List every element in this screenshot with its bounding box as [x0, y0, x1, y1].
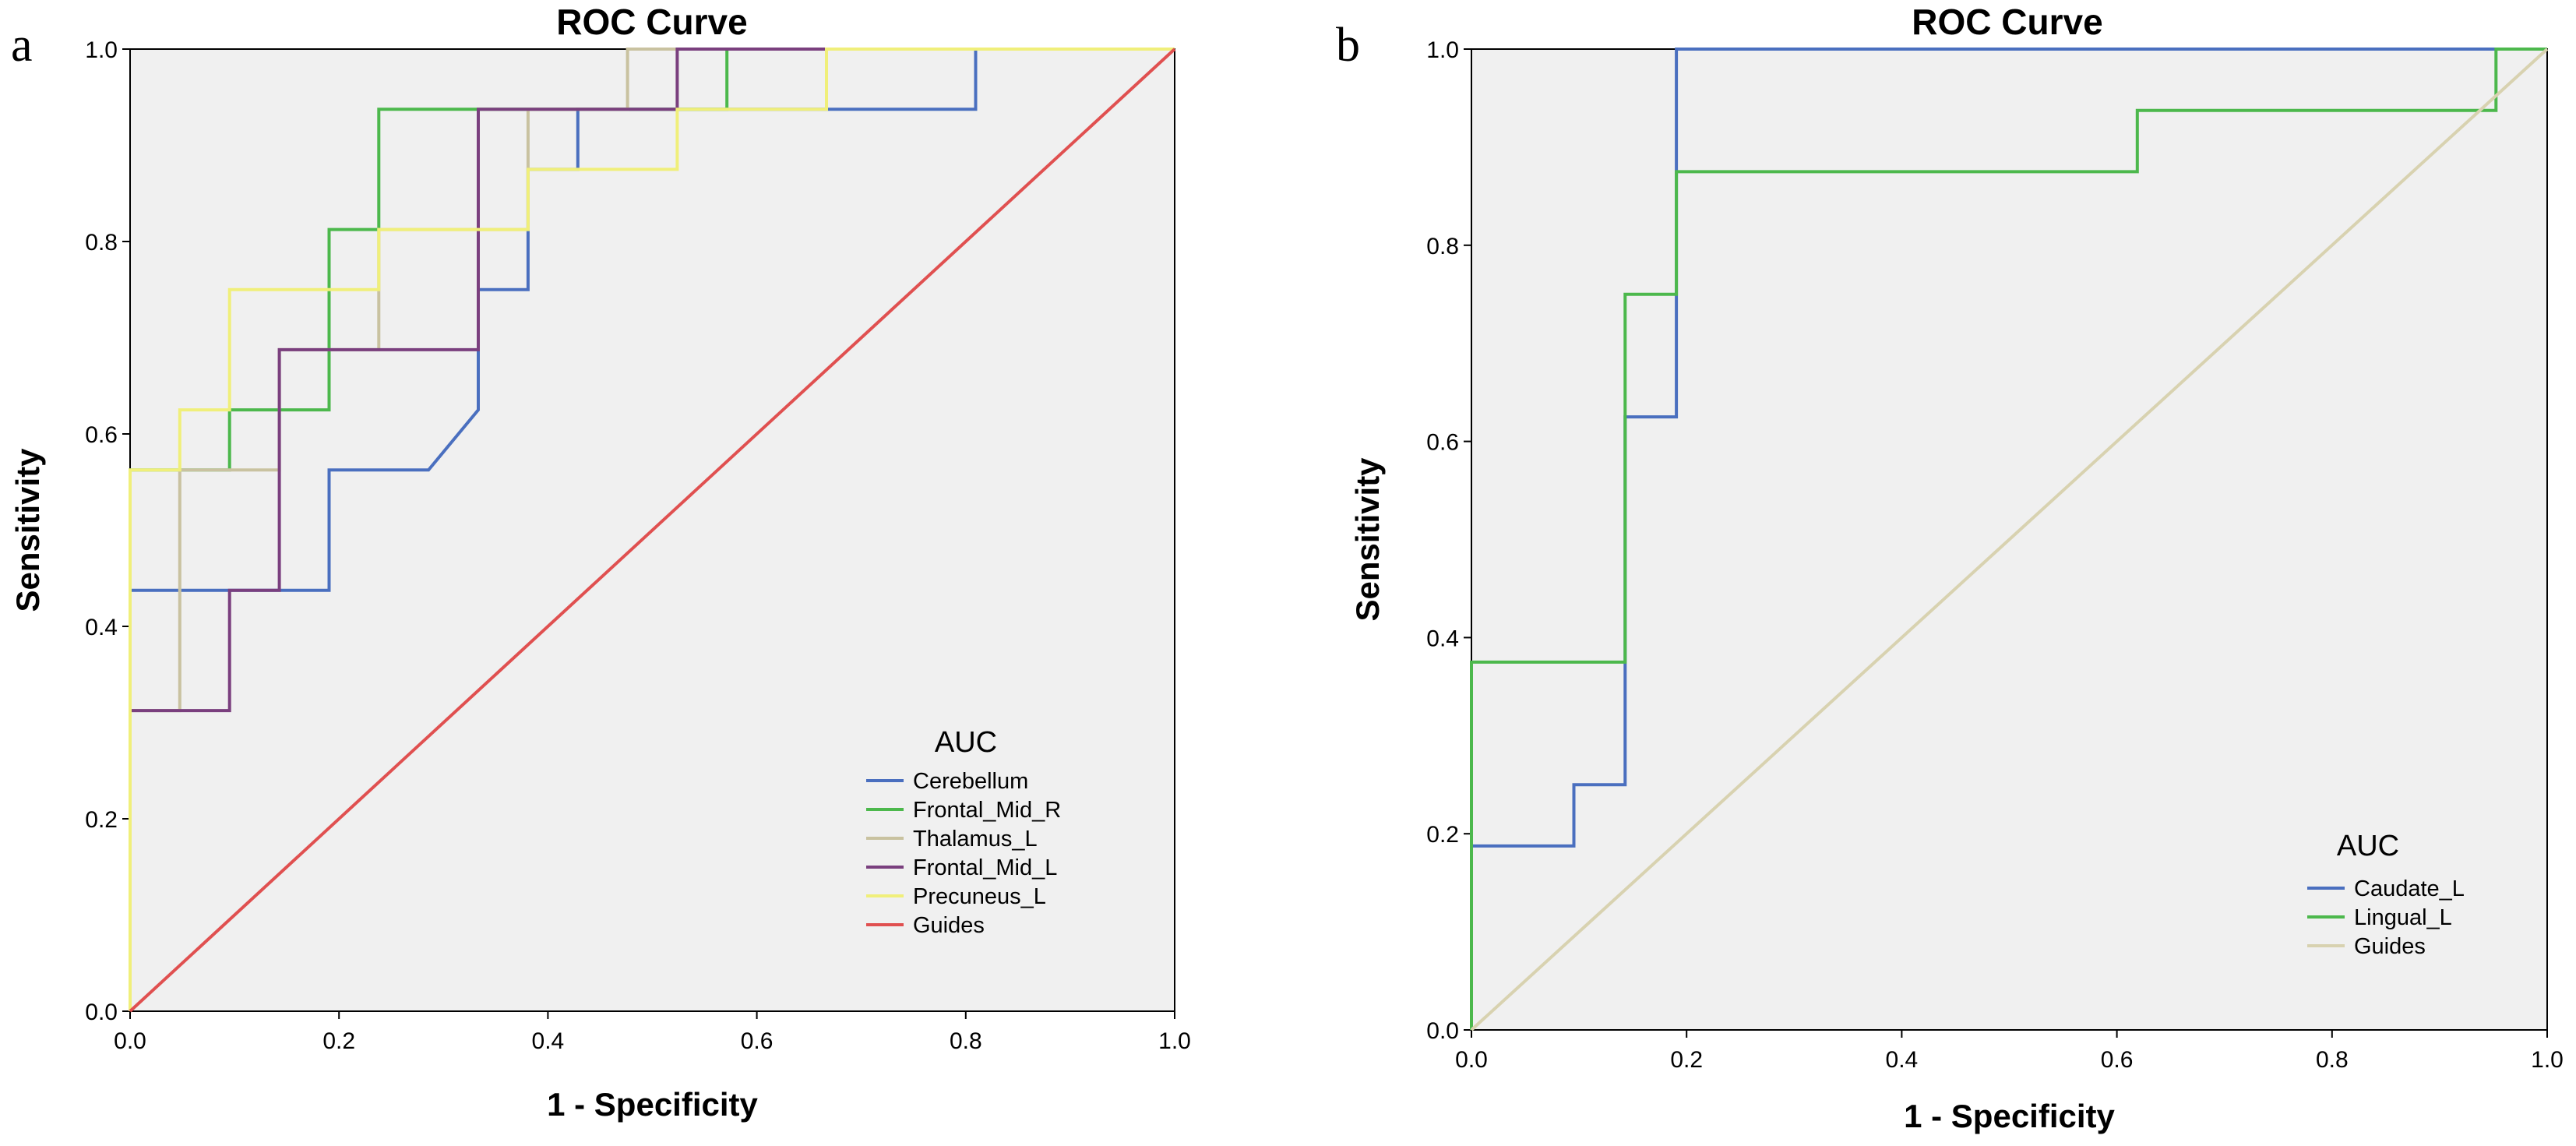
- x-tick-label: 0.0: [114, 1028, 146, 1054]
- y-tick-label: 0.8: [1426, 234, 1459, 259]
- y-tick-label: 0.4: [85, 615, 118, 640]
- x-tick-label: 0.6: [2101, 1047, 2134, 1073]
- legend-title: AUC: [2337, 830, 2399, 862]
- y-tick-label: 0.2: [1426, 822, 1459, 848]
- roc-chart-b: b ROC Curve 0.0 0.2 0.4 0.6 0.8 1.0 0.0 0.2 0.4 0.6…: [1336, 2, 2564, 1134]
- x-tick-label: 0.8: [2316, 1047, 2349, 1073]
- y-tick-label: 0.4: [1426, 626, 1459, 651]
- legend-entry: Precuneus_L: [913, 884, 1046, 909]
- x-tick-label: 0.0: [1455, 1047, 1488, 1073]
- legend-entry: Cerebellum: [913, 769, 1028, 794]
- series-line-guides: [1470, 48, 2549, 1031]
- y-tick-label: 0.6: [85, 422, 118, 448]
- x-tick-label: 0.2: [1670, 1047, 1703, 1073]
- x-tick-label: 1.0: [2531, 1047, 2564, 1073]
- x-tick-label: 0.4: [532, 1028, 565, 1054]
- x-tick-label: 0.8: [950, 1028, 982, 1054]
- legend-entry: Guides: [2354, 934, 2426, 959]
- legend-entry: Caudate_L: [2354, 876, 2465, 901]
- chart-title: ROC Curve: [556, 2, 747, 42]
- legend: AUC Caudate_L Lingual_L Guides: [2307, 830, 2465, 959]
- y-tick-label: 1.0: [1426, 37, 1459, 63]
- x-tick-label: 0.4: [1886, 1047, 1919, 1073]
- legend: AUC Cerebellum Frontal_Mid_R Thalamus_L Fron…: [866, 726, 1061, 938]
- chart-title: ROC Curve: [1912, 2, 2102, 42]
- roc-chart-a: a ROC Curve 0.0 0.2 0.4 0.6 0.8 1.0 0.0 0.2 0.4 0.6…: [9, 2, 1191, 1123]
- y-axis-label: Sensitivity: [1349, 457, 1386, 622]
- x-axis-label: 1 - Specificity: [1904, 1098, 2115, 1134]
- series-line-lingual-l: [1470, 48, 2547, 1030]
- legend-title: AUC: [935, 726, 997, 759]
- x-tick-label: 0.6: [741, 1028, 774, 1054]
- y-tick-label: 1.0: [85, 37, 118, 63]
- series-line-precuneus-l: [129, 48, 1175, 1011]
- legend-entry: Lingual_L: [2354, 905, 2452, 930]
- y-tick-label: 0.0: [85, 1000, 118, 1025]
- series-line-guides: [129, 48, 1176, 1013]
- x-axis-label: 1 - Specificity: [547, 1086, 758, 1123]
- y-axis-label: Sensitivity: [9, 448, 46, 612]
- legend-entry: Frontal_Mid_L: [913, 855, 1057, 880]
- x-tick-label: 0.2: [322, 1028, 355, 1054]
- legend-entry: Frontal_Mid_R: [913, 798, 1061, 823]
- y-tick-label: 0.0: [1426, 1018, 1459, 1044]
- legend-entry: Thalamus_L: [913, 827, 1038, 852]
- x-tick-label: 1.0: [1158, 1028, 1191, 1054]
- panel-label: a: [11, 19, 33, 72]
- y-tick-label: 0.6: [1426, 430, 1459, 456]
- series-line-cerebellum: [129, 48, 1175, 1011]
- panel-label: b: [1336, 19, 1360, 72]
- y-tick-label: 0.2: [85, 807, 118, 833]
- legend-entry: Guides: [913, 913, 985, 938]
- y-tick-label: 0.8: [85, 230, 118, 256]
- series-line-frontal-mid-l: [129, 48, 1175, 1011]
